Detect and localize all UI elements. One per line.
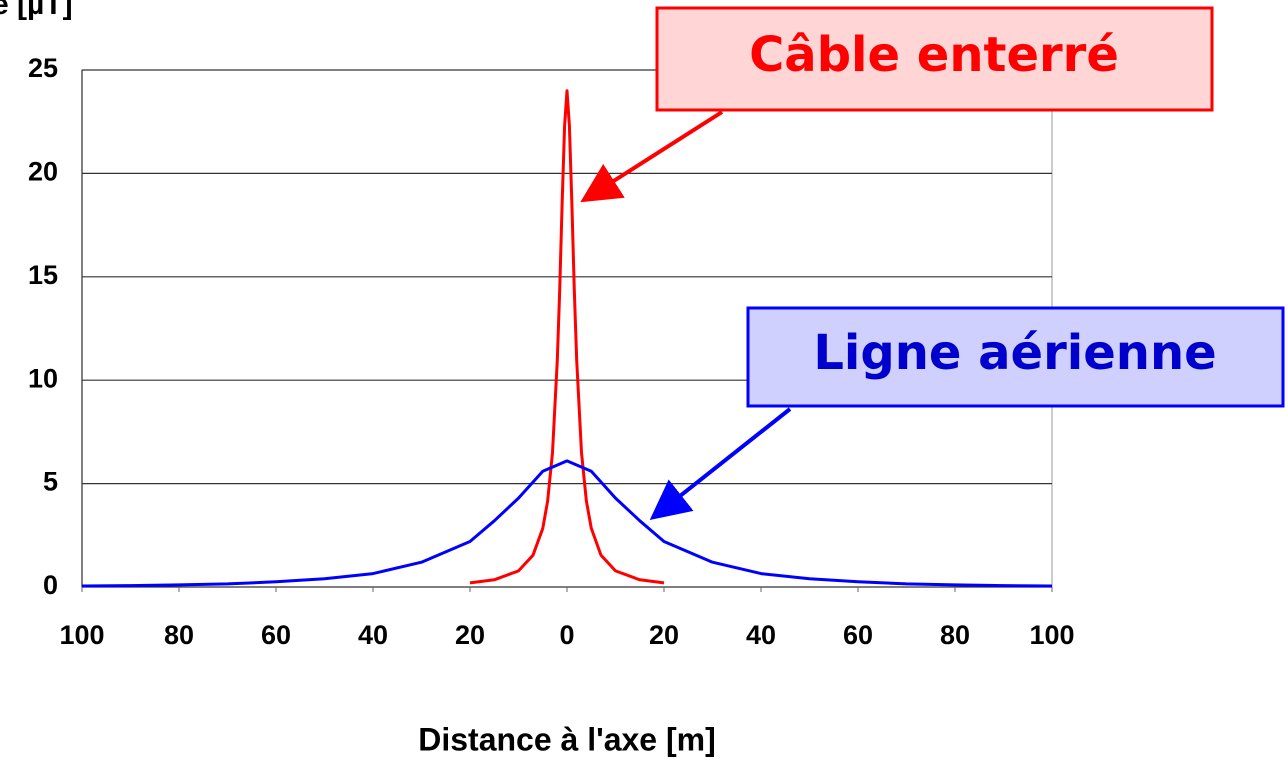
annotation: Ligne aérienne — [813, 325, 1216, 381]
x-tick-label: 60 — [843, 620, 873, 650]
x-tick-label: 40 — [746, 620, 776, 650]
y-tick-label: 10 — [28, 363, 58, 393]
y-tick-label: 15 — [28, 260, 58, 290]
x-tick-label: 20 — [649, 620, 679, 650]
x-tick-label: 80 — [164, 620, 194, 650]
y-axis-label: e [µT] — [0, 0, 73, 21]
x-axis-label: Distance à l'axe [m] — [418, 721, 716, 757]
x-tick-label: 60 — [261, 620, 291, 650]
series-line — [469, 89, 665, 585]
x-tick-label: 100 — [1029, 620, 1074, 650]
y-tick-label: 0 — [43, 570, 58, 600]
y-tick-label: 25 — [28, 53, 58, 83]
y-tick-label: 20 — [28, 157, 58, 187]
x-tick-label: 20 — [455, 620, 485, 650]
lines — [81, 89, 1053, 588]
x-tick-label: 0 — [559, 620, 574, 650]
arrow — [580, 110, 724, 203]
x-tick-label: 100 — [59, 620, 104, 650]
y-tick-label: 5 — [43, 467, 58, 497]
annotation-box — [655, 6, 1214, 112]
x-tick-label: 80 — [940, 620, 970, 650]
annotation: Câble enterré — [749, 27, 1119, 83]
x-tick-label: 40 — [358, 620, 388, 650]
arrow — [649, 407, 792, 520]
grid: 0 5 10 15 20 25 100 80 60 40 20 0 20 40 60 80 100 — [28, 53, 1075, 650]
annotation-box — [746, 306, 1285, 408]
series-line — [81, 459, 1053, 588]
